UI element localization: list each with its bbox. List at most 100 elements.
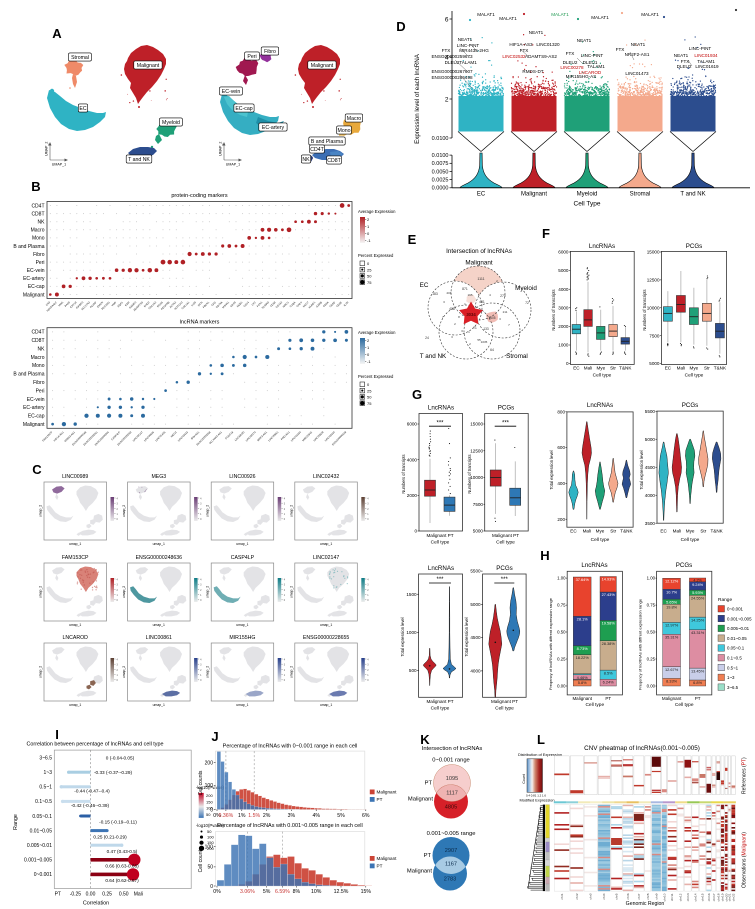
svg-text:0.50: 0.50 [119, 892, 129, 898]
svg-text:umap_1: umap_1 [69, 703, 81, 707]
svg-text:195: 195 [467, 293, 472, 297]
svg-text:Total expression level: Total expression level [639, 450, 644, 489]
svg-text:EC-cap: EC-cap [235, 106, 252, 112]
svg-text:Malignant: Malignant [662, 696, 682, 701]
svg-text:Cell type: Cell type [495, 706, 514, 712]
svg-text:chr8: chr8 [646, 893, 650, 899]
svg-text:umap_2: umap_2 [122, 666, 126, 678]
svg-text:EC: EC [660, 529, 667, 534]
svg-text:Cell type: Cell type [431, 706, 450, 712]
svg-text:0.005~0.01: 0.005~0.01 [727, 626, 750, 631]
svg-text:Mye: Mye [690, 366, 699, 371]
svg-text:NEAT1: NEAT1 [529, 30, 544, 35]
svg-text:1605: 1605 [488, 316, 495, 320]
svg-text:75: 75 [367, 401, 372, 406]
svg-text:MALAT1: MALAT1 [641, 12, 659, 17]
svg-text:umap_2: umap_2 [122, 505, 126, 517]
svg-text:Cell type: Cell type [585, 702, 604, 708]
svg-text:E: E [408, 232, 417, 247]
svg-text:400: 400 [557, 481, 565, 486]
svg-text:RGS5: RGS5 [156, 300, 164, 308]
svg-text:Cell type: Cell type [593, 373, 612, 379]
svg-text:PT: PT [695, 696, 701, 701]
svg-text:chr14: chr14 [693, 893, 697, 901]
svg-text:4.46%: 4.46% [577, 675, 589, 680]
svg-text:3: 3 [367, 503, 369, 506]
svg-text:FAM153CP: FAM153CP [62, 555, 89, 561]
svg-text:Malignant: Malignant [377, 790, 398, 795]
svg-text:0: 0 [367, 382, 370, 387]
svg-text:-0.42 (-0.46--0.39): -0.42 (-0.46--0.39) [71, 803, 109, 808]
svg-text:LINC00861: LINC00861 [146, 635, 172, 641]
svg-text:TALAM1: TALAM1 [587, 64, 605, 69]
svg-text:PAX8: PAX8 [64, 300, 72, 308]
svg-text:2907: 2907 [445, 848, 457, 854]
svg-text:0.05~0.1: 0.05~0.1 [32, 814, 52, 820]
svg-text:Str: Str [704, 366, 710, 371]
svg-text:0: 0 [367, 261, 370, 266]
svg-text:Malignant: Malignant [572, 696, 592, 701]
svg-text:EC: EC [79, 106, 86, 112]
svg-text:1: 1 [367, 513, 369, 516]
svg-text:6000: 6000 [407, 422, 418, 427]
svg-text:1: 1 [117, 513, 119, 516]
svg-text:4: 4 [117, 497, 119, 500]
svg-text:LncRNAs: LncRNAs [581, 562, 607, 569]
svg-text:MALAT1: MALAT1 [551, 12, 569, 17]
svg-text:1500: 1500 [406, 592, 417, 597]
svg-text:0.01~0.05: 0.01~0.05 [30, 828, 53, 834]
svg-text:481: 481 [479, 300, 485, 304]
svg-text:15%: 15% [361, 889, 372, 895]
svg-text:PT: PT [55, 892, 61, 898]
svg-text:12.12%: 12.12% [665, 578, 679, 583]
svg-text:1.5%: 1.5% [248, 813, 260, 819]
svg-text:0: 0 [200, 679, 202, 682]
svg-text:100: 100 [205, 783, 214, 789]
svg-text:4: 4 [200, 497, 202, 500]
svg-text:3~6.5: 3~6.5 [727, 685, 739, 690]
svg-text:T&NK: T&NK [619, 366, 632, 371]
svg-text:B and Plasma: B and Plasma [311, 139, 343, 145]
svg-text:5%: 5% [263, 889, 271, 895]
svg-text:0.0075: 0.0075 [432, 161, 449, 167]
svg-text:LYZ: LYZ [251, 300, 257, 306]
svg-text:-0.44 (-0.47--0.4): -0.44 (-0.47--0.4) [74, 789, 110, 794]
svg-text:SLC17A3: SLC17A3 [80, 300, 91, 311]
svg-text:0.00: 0.00 [647, 684, 656, 689]
svg-text:Percent Expressed: Percent Expressed [358, 253, 394, 258]
svg-text:50: 50 [367, 274, 372, 279]
svg-text:0.75: 0.75 [557, 603, 566, 608]
svg-text:7: 7 [508, 323, 510, 327]
svg-text:PECAM1: PECAM1 [100, 300, 111, 311]
svg-text:chr13: chr13 [686, 893, 690, 901]
svg-text:EC-vein: EC-vein [27, 268, 45, 274]
svg-text:438: 438 [449, 307, 455, 311]
svg-text:1: 1 [464, 302, 466, 306]
svg-text:chr9: chr9 [654, 893, 658, 899]
svg-text:CFD: CFD [210, 300, 217, 307]
svg-text:EC-artery: EC-artery [262, 125, 285, 131]
svg-text:Cell type: Cell type [685, 373, 704, 379]
svg-text:NEAT1: NEAT1 [458, 37, 473, 42]
svg-text:FCN1: FCN1 [256, 300, 264, 308]
svg-text:Macro: Macro [31, 355, 45, 361]
svg-text:LINC00989: LINC00989 [62, 474, 88, 480]
svg-text:1~3: 1~3 [727, 675, 735, 680]
svg-text:2%: 2% [263, 813, 271, 819]
svg-text:EC: EC [477, 192, 486, 198]
svg-text:CA9: CA9 [45, 300, 52, 307]
svg-text:Cell type: Cell type [675, 702, 694, 708]
svg-text:EC: EC [665, 366, 672, 371]
svg-text:7: 7 [442, 315, 444, 319]
svg-text:0~0.001 range: 0~0.001 range [432, 758, 470, 764]
svg-text:0.25: 0.25 [557, 657, 566, 662]
svg-text:1: 1 [367, 674, 369, 677]
svg-text:-log10(Pvalue): -log10(Pvalue) [196, 785, 225, 790]
svg-text:ENSG00000248636: ENSG00000248636 [136, 555, 183, 561]
svg-text:chr7: chr7 [637, 893, 641, 899]
svg-text:4000: 4000 [558, 287, 569, 292]
svg-text:2: 2 [469, 342, 471, 346]
svg-text:2: 2 [284, 669, 286, 672]
svg-text:***: *** [502, 421, 510, 427]
svg-text:Freqency of lncRNAs with diffr: Freqency of lncRNAs with diffrent expres… [638, 598, 643, 690]
